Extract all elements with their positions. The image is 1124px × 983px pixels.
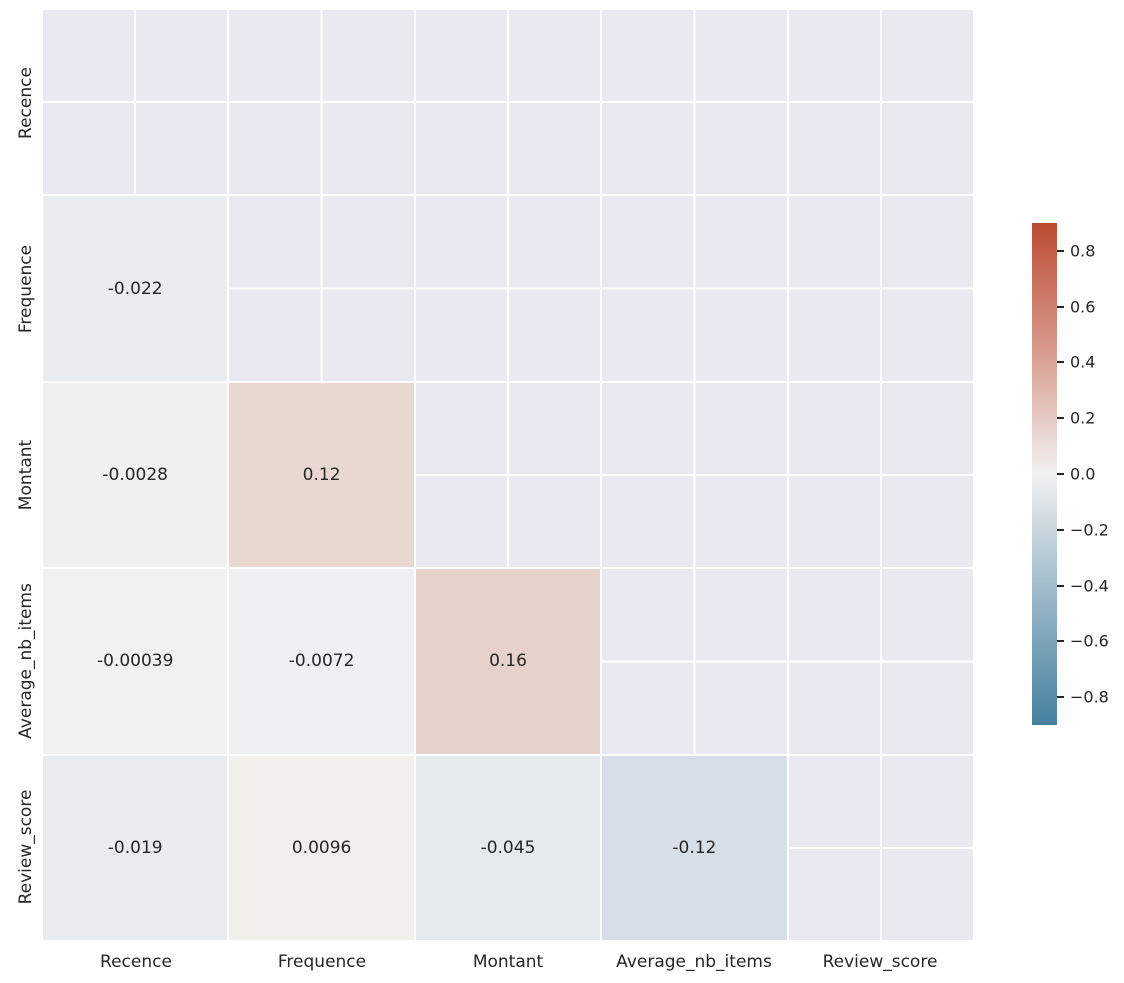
heatmap-cell-value: -0.0072	[288, 651, 355, 672]
heatmap-cell: -0.045	[415, 755, 601, 940]
heatmap-cell: 0.0096	[229, 755, 414, 940]
heatmap-cell-masked	[788, 382, 973, 568]
colorbar-tick-label: 0.2	[1070, 408, 1096, 428]
colorbar-tick-mark	[1057, 361, 1064, 364]
colorbar-tick-label: 0.4	[1070, 352, 1096, 372]
colorbar-tick-mark	[1057, 249, 1064, 252]
colorbar-tick-label: −0.8	[1070, 687, 1109, 707]
heatmap-cell-masked	[229, 10, 414, 195]
x-tick-label: Frequence	[277, 952, 367, 972]
colorbar-tick-label: −0.2	[1070, 520, 1109, 540]
colorbar-tick-label: 0.8	[1070, 241, 1096, 261]
heatmap-cell-masked	[602, 569, 787, 754]
heatmap-cell-value: -0.00039	[96, 651, 174, 672]
heatmap-cell-value: -0.045	[480, 837, 536, 858]
heatmap-cell: 0.12	[229, 382, 414, 568]
colorbar-tick-mark	[1057, 584, 1064, 587]
colorbar-tick-mark	[1057, 696, 1064, 699]
heatmap-cell-masked	[415, 382, 601, 568]
heatmap-cell-masked	[415, 196, 601, 381]
heatmap-cell: -0.00039	[43, 569, 228, 754]
colorbar-tick-mark	[1057, 417, 1064, 420]
heatmap-cell-masked	[602, 10, 787, 195]
colorbar-tick-label: −0.6	[1070, 631, 1109, 651]
colorbar-tick-label: 0.6	[1070, 297, 1096, 317]
x-tick-label: Recence	[100, 952, 172, 972]
colorbar-tick-label: −0.4	[1070, 576, 1109, 596]
heatmap-grid: -0.022 -0.0028 0.12 -0.00039 -0.0072 0.16 -0.0…	[43, 10, 973, 940]
heatmap-cell-value: -0.12	[672, 837, 717, 858]
colorbar-tick-mark	[1057, 305, 1064, 308]
x-tick-label: Average_nb_items	[616, 952, 772, 972]
heatmap-cell: 0.16	[415, 569, 601, 754]
heatmap-cell-value: -0.022	[107, 278, 163, 299]
y-tick-label: Montant	[16, 439, 36, 511]
colorbar-gradient	[1032, 223, 1057, 725]
heatmap-cell-masked	[602, 196, 787, 381]
heatmap-cell-masked	[788, 10, 973, 195]
colorbar-tick-mark	[1057, 528, 1064, 531]
x-tick-label: Montant	[472, 952, 544, 972]
heatmap-cell-value: -0.0028	[102, 464, 168, 485]
y-tick-label: Average_nb_items	[16, 583, 36, 739]
heatmap-cell-masked	[788, 196, 973, 381]
heatmap-cell-value: 0.12	[302, 464, 341, 485]
y-tick-label: Review_score	[16, 789, 36, 905]
x-tick-label: Review_score	[822, 952, 938, 972]
heatmap-cell-masked	[602, 382, 787, 568]
heatmap-cell: -0.0072	[229, 569, 414, 754]
heatmap-cell: -0.019	[43, 755, 228, 940]
heatmap-cell: -0.022	[43, 196, 228, 381]
y-tick-label: Recence	[16, 67, 36, 139]
heatmap-cell: -0.0028	[43, 382, 228, 568]
heatmap-cell-masked	[229, 196, 414, 381]
heatmap-cell-masked	[788, 755, 973, 940]
colorbar-tick-mark	[1057, 640, 1064, 643]
heatmap-cell-value: -0.019	[107, 837, 163, 858]
colorbar-tick-mark	[1057, 473, 1064, 475]
heatmap-cell: -0.12	[602, 755, 787, 940]
heatmap-cell-masked	[43, 10, 228, 195]
heatmap-cell-masked	[788, 569, 973, 754]
colorbar-tick-label: 0.0	[1070, 464, 1096, 484]
y-tick-label: Frequence	[16, 244, 36, 334]
heatmap-cell-value: 0.16	[489, 651, 527, 672]
heatmap-cell-value: 0.0096	[291, 837, 352, 858]
heatmap-cell-masked	[415, 10, 601, 195]
